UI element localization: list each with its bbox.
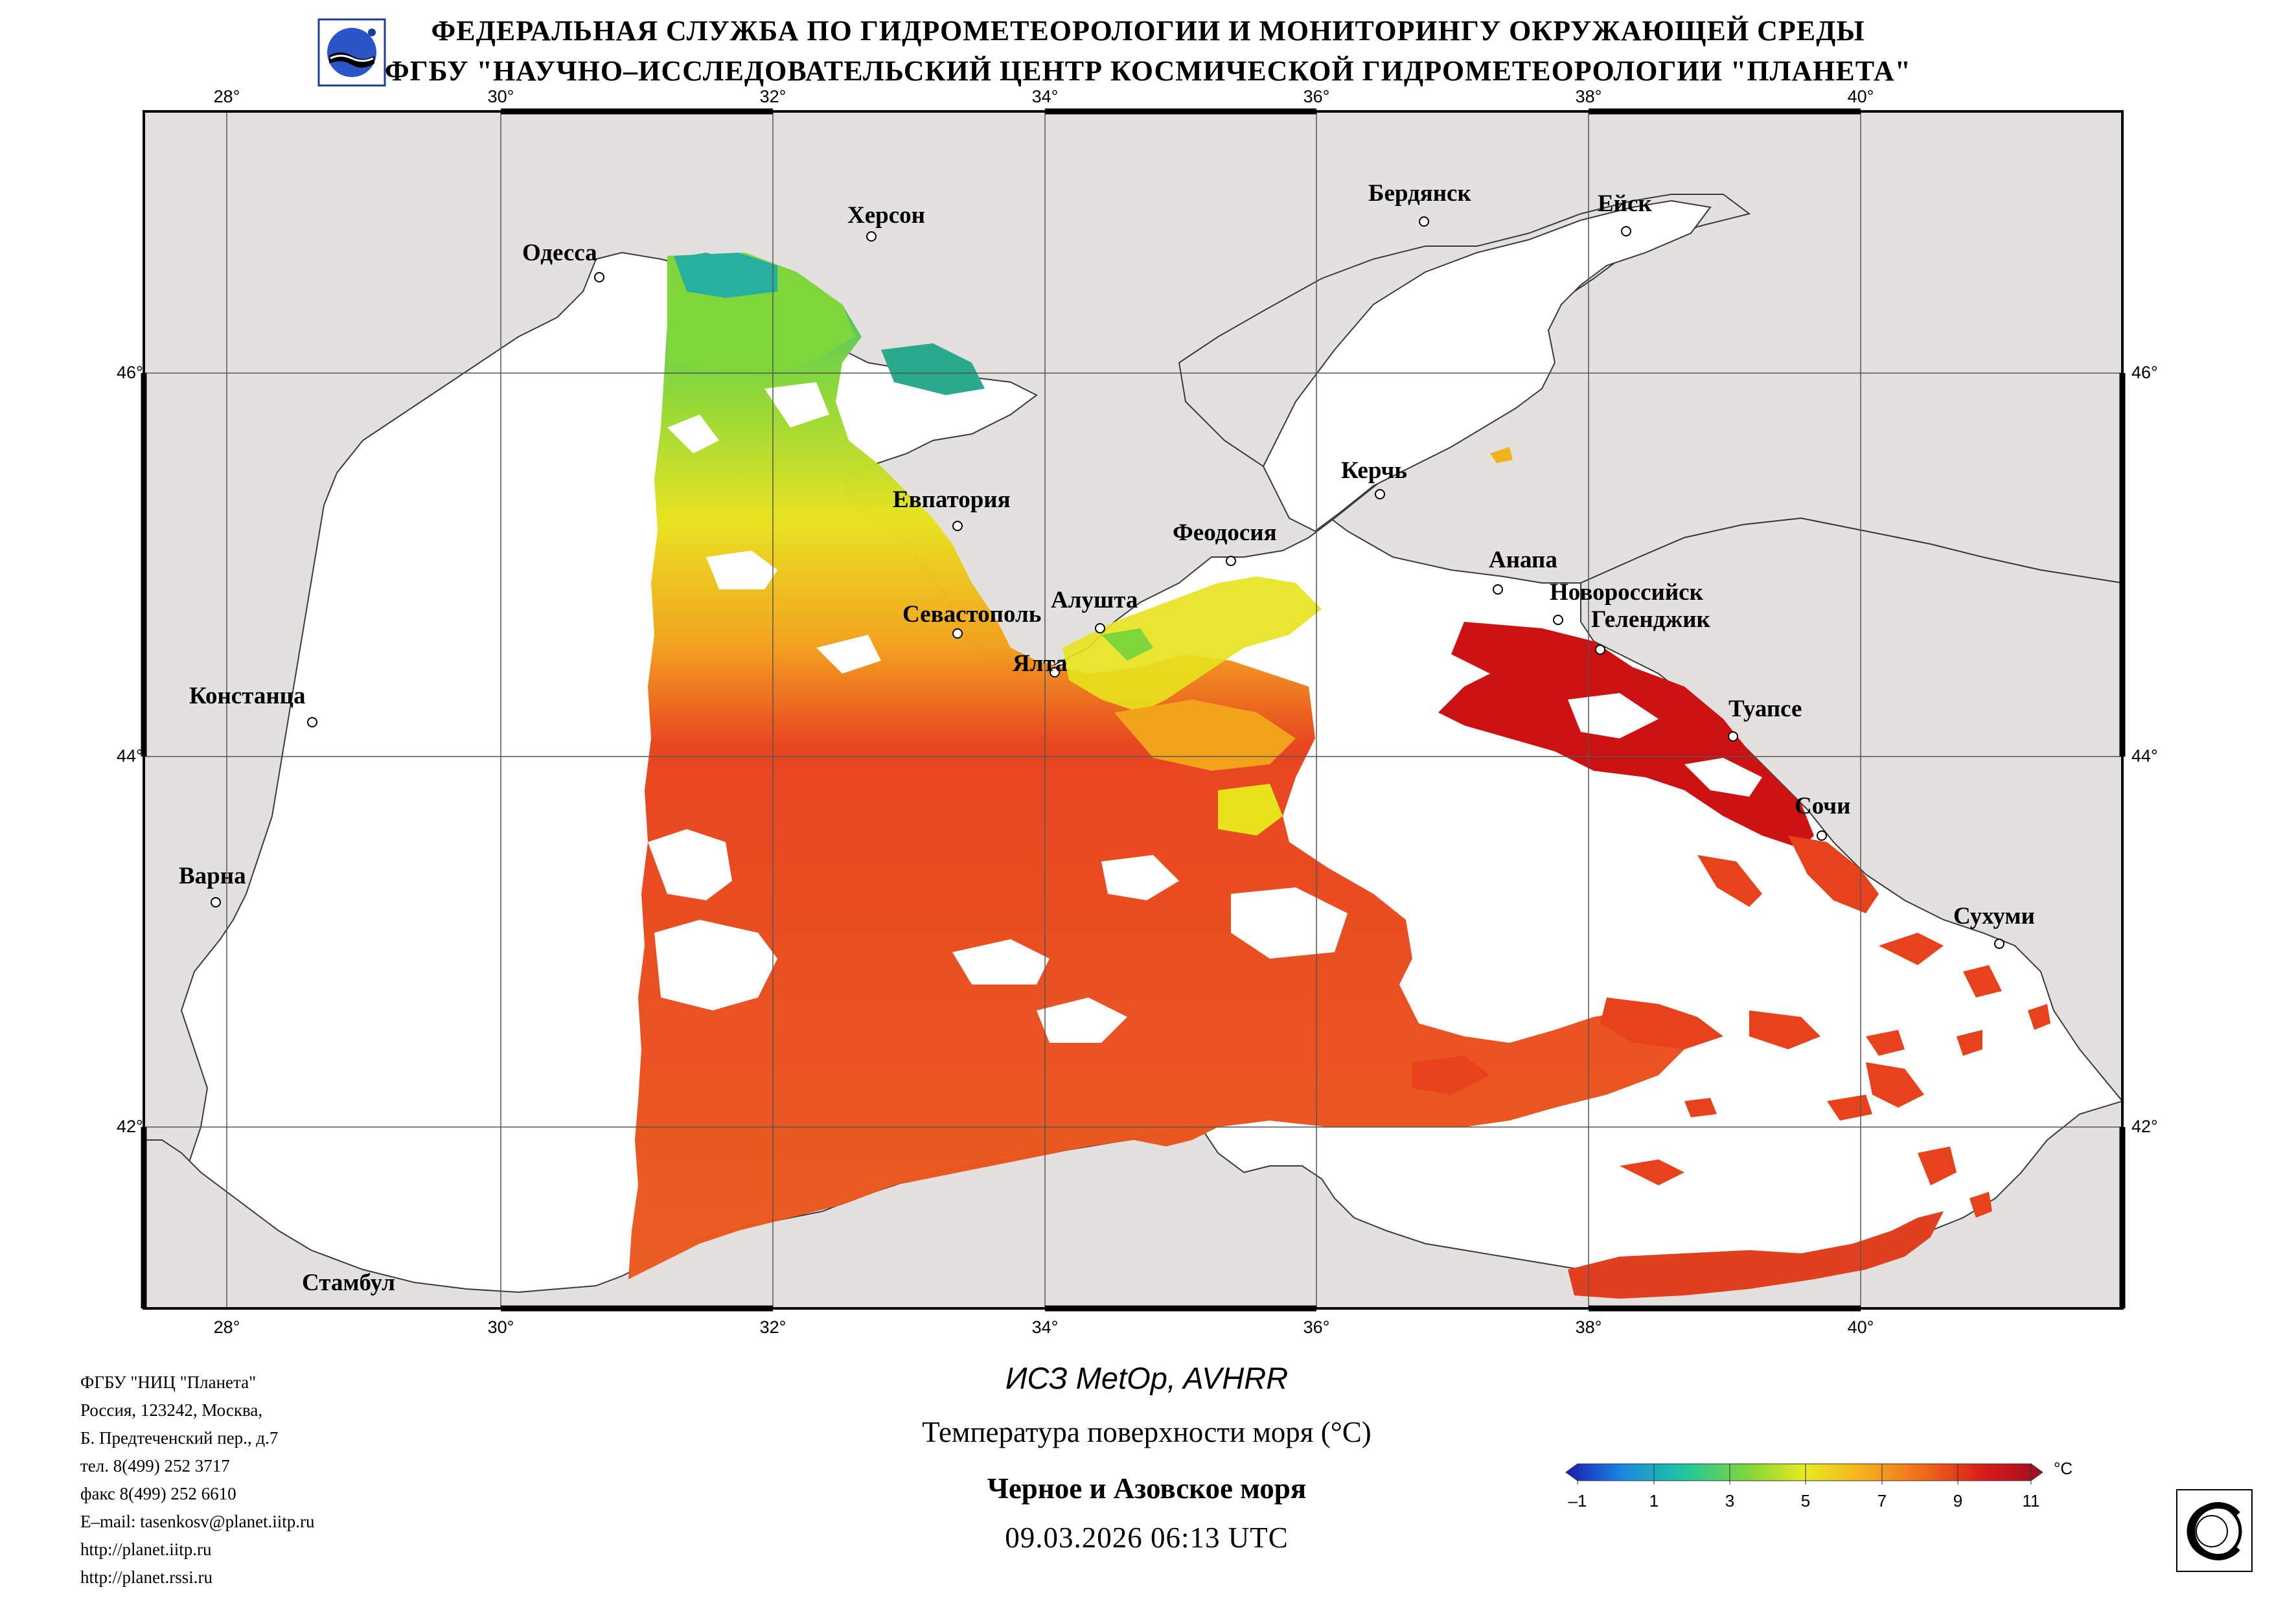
city-label-yalta: Ялта: [1013, 650, 1068, 677]
city-markers: [211, 216, 2004, 949]
colorbar-tick: 7: [1877, 1491, 1887, 1510]
sst-crimea-south: [1062, 576, 1322, 712]
lon-label-top: 30°: [488, 87, 514, 106]
roshydromet-logo-icon: [317, 18, 386, 87]
lon-label-bottom: 30°: [488, 1317, 514, 1337]
colorbar-tick: 1: [1649, 1491, 1659, 1510]
colorbar-tick: –1: [1568, 1491, 1587, 1510]
lon-label-top: 28°: [214, 87, 240, 106]
lon-label-top: 36°: [1303, 87, 1330, 106]
lon-label-bottom: 34°: [1032, 1317, 1059, 1337]
city-label-gelendzhik: Геленджик: [1591, 606, 1711, 633]
info-fax: факс 8(499) 252 6610: [80, 1484, 236, 1503]
city-label-kerch: Керчь: [1341, 457, 1407, 484]
city-label-novorossiysk: Новороссийск: [1550, 579, 1704, 606]
city-label-varna: Варна: [179, 863, 246, 889]
city-label-feodosia: Феодосия: [1173, 519, 1277, 546]
colorbar-tick: 5: [1800, 1491, 1811, 1510]
city-label-eysk: Ейск: [1598, 190, 1652, 217]
city-label-kherson: Херсон: [847, 202, 925, 229]
info-url-1[interactable]: http://planet.iitp.ru: [80, 1540, 212, 1559]
lat-label-left: 42°: [117, 1117, 143, 1136]
lon-label-bottom: 40°: [1848, 1317, 1874, 1337]
lat-label-right: 42°: [2131, 1117, 2158, 1136]
city-label-constanta: Констанца: [189, 683, 306, 709]
lon-label-top: 40°: [1848, 87, 1874, 106]
colorbar-tick: 11: [2022, 1491, 2040, 1510]
graticule: [144, 111, 2122, 1308]
lon-label-top: 34°: [1032, 87, 1059, 106]
parameter-label: Температура поверхности моря (°C): [922, 1416, 1372, 1448]
city-label-odessa: Одесса: [522, 240, 597, 266]
sst-west-gaps: [648, 382, 1348, 1043]
lon-label-bottom: 32°: [760, 1317, 786, 1337]
city-label-alushta: Алушта: [1051, 587, 1138, 613]
lon-label-bottom: 38°: [1576, 1317, 1602, 1337]
city-label-anapa: Анапа: [1489, 547, 1557, 573]
region-label: Черное и Азовское моря: [987, 1472, 1307, 1505]
city-label-evpatoria: Евпатория: [893, 486, 1011, 513]
info-email[interactable]: E–mail: tasenkosv@planet.iitp.ru: [80, 1512, 315, 1531]
lat-label-left: 44°: [117, 746, 143, 766]
info-address-1: Россия, 123242, Москва,: [80, 1400, 263, 1420]
city-label-sochi: Сочи: [1795, 793, 1850, 819]
lat-label-left: 46°: [117, 363, 143, 382]
lon-label-top: 38°: [1576, 87, 1602, 106]
colorbar-gradient: [1565, 1463, 2043, 1485]
header-line-2: ФГБУ "НАУЧНО–ИССЛЕДОВАТЕЛЬСКИЙ ЦЕНТР КОС…: [384, 55, 1912, 87]
colorbar: –1 1 3 5 7 9 11 °C: [1558, 1456, 2076, 1521]
satellite-label: ИСЗ MetOp, AVHRR: [1005, 1361, 1289, 1395]
info-address-2: Б. Предтеченский пер., д.7: [80, 1428, 279, 1448]
colorbar-unit: °C: [2054, 1459, 2073, 1478]
lat-label-right: 46°: [2131, 363, 2158, 382]
sst-west-warm: [628, 253, 1684, 1279]
azov-sea: [1262, 199, 1712, 532]
city-label-sevastopol: Севастополь: [902, 601, 1041, 628]
datetime-label: 09.03.2026 06:13 UTC: [1005, 1522, 1289, 1554]
info-url-2[interactable]: http://planet.rssi.ru: [80, 1567, 212, 1587]
contact-info: ФГБУ "НИЦ "Планета" Россия, 123242, Моск…: [80, 1369, 315, 1591]
header-line-1: ФЕДЕРАЛЬНАЯ СЛУЖБА ПО ГИДРОМЕТЕОРОЛОГИИ …: [431, 15, 1865, 47]
lon-label-bottom: 36°: [1303, 1317, 1330, 1337]
colorbar-tick: 9: [1953, 1491, 1963, 1510]
city-label-tuapse: Туапсе: [1728, 696, 1802, 722]
city-label-berdyansk: Бердянск: [1368, 180, 1471, 207]
iso-certification-icon: [2176, 1489, 2253, 1572]
colorbar-tick: 3: [1725, 1491, 1735, 1510]
city-label-sukhumi: Сухуми: [1953, 903, 2035, 929]
info-org: ФГБУ "НИЦ "Планета": [80, 1373, 257, 1392]
lat-label-right: 44°: [2131, 746, 2158, 766]
info-tel: тел. 8(499) 252 3717: [80, 1456, 230, 1476]
sst-east-patches: [1412, 447, 2050, 1299]
lon-label-bottom: 28°: [214, 1317, 240, 1337]
city-label-istanbul: Стамбул: [302, 1270, 395, 1296]
lon-label-top: 32°: [760, 87, 786, 106]
